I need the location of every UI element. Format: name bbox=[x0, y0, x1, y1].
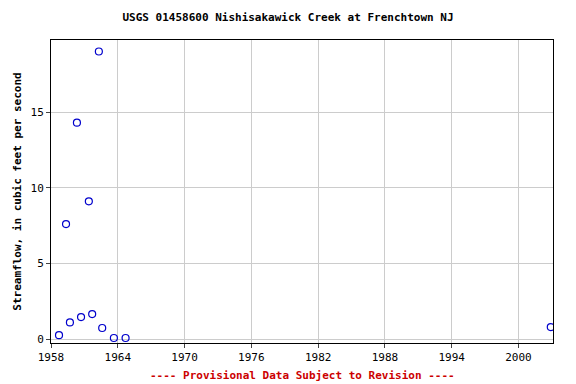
svg-text:1988: 1988 bbox=[372, 351, 399, 364]
svg-text:---- Provisional Data Subject: ---- Provisional Data Subject to Revisio… bbox=[150, 369, 455, 382]
svg-text:1976: 1976 bbox=[238, 351, 265, 364]
svg-text:2000: 2000 bbox=[505, 351, 532, 364]
svg-text:1958: 1958 bbox=[38, 351, 65, 364]
svg-text:1982: 1982 bbox=[305, 351, 332, 364]
svg-text:0: 0 bbox=[37, 333, 44, 346]
svg-text:USGS 01458600 Nishisakawick Cr: USGS 01458600 Nishisakawick Creek at Fre… bbox=[122, 11, 453, 24]
svg-text:Streamflow, in cubic feet per: Streamflow, in cubic feet per second bbox=[11, 72, 24, 310]
svg-text:10: 10 bbox=[31, 182, 44, 195]
svg-text:1994: 1994 bbox=[438, 351, 465, 364]
svg-text:1970: 1970 bbox=[171, 351, 198, 364]
svg-text:5: 5 bbox=[37, 257, 44, 270]
svg-text:1964: 1964 bbox=[105, 351, 132, 364]
svg-text:15: 15 bbox=[31, 106, 44, 119]
